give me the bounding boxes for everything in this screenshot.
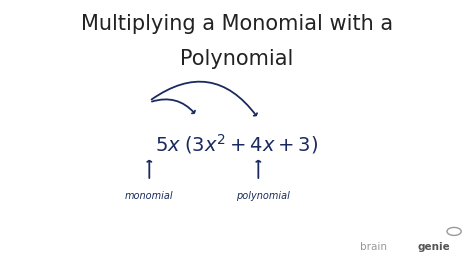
Text: Polynomial: Polynomial [180, 48, 294, 69]
Text: Multiplying a Monomial with a: Multiplying a Monomial with a [81, 14, 393, 34]
Text: genie: genie [417, 242, 450, 252]
Text: brain: brain [360, 242, 387, 252]
Text: $5x\;(3x^2 + 4x + 3)$: $5x\;(3x^2 + 4x + 3)$ [155, 132, 319, 156]
Text: polynomial: polynomial [236, 190, 290, 201]
Text: monomial: monomial [125, 190, 173, 201]
